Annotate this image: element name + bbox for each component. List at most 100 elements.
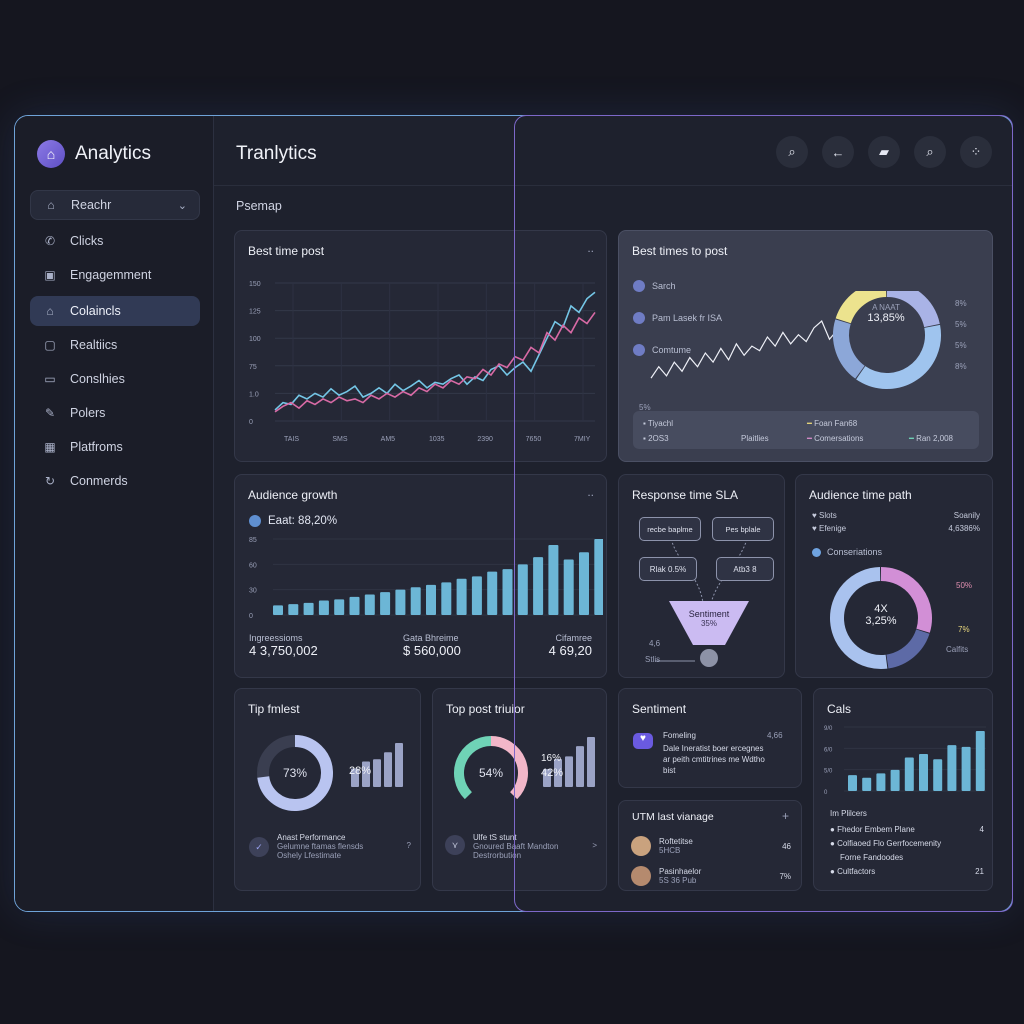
sidebar-item-colaincls[interactable]: ⌂ Colaincls <box>30 296 200 326</box>
funnel-value: 35% <box>700 619 717 628</box>
card-title: Sentiment <box>632 702 687 716</box>
stat-value: $ 560,000 <box>403 643 461 658</box>
search-button-2[interactable]: ⌕ <box>914 136 946 168</box>
apps-button[interactable]: ⁘ <box>960 136 992 168</box>
search-icon: ⌕ <box>926 144 934 159</box>
library-button[interactable]: ▰ <box>868 136 900 168</box>
donut-center-label: A NAAT <box>872 303 900 312</box>
grid-icon: ⁘ <box>970 144 982 159</box>
footer-line: Destrorbution <box>473 851 522 860</box>
cals-row[interactable]: ● Colfiaoed Flo Gerrfocemenity <box>830 837 984 851</box>
tip-fastest-card: Tip fmlest 73% 28% ✓ Anast Performance G… <box>234 688 421 891</box>
sentiment-line: Dale Ineratist boer ercegnes <box>663 744 764 753</box>
top-post-gauge <box>454 736 528 800</box>
bar <box>961 746 971 791</box>
sidebar-item-engagement[interactable]: ▣ Engagemment <box>30 260 200 290</box>
donut-center-label: 4X <box>874 603 888 615</box>
funnel-label: Sentiment <box>688 609 730 619</box>
footer-line: Oshely Lfestimate <box>277 851 342 860</box>
share-icon: ⋎ <box>445 835 465 855</box>
y-tick-label: 30 <box>249 588 257 595</box>
stat: Gata Bhreime $ 560,000 <box>403 633 461 658</box>
growth-badge-text: Eaat: 88,20% <box>268 515 338 527</box>
cals-row[interactable]: ● Fhedor Embem Plane 4 <box>830 823 984 837</box>
bar <box>565 756 573 787</box>
topbar-actions: ⌕ ← ▰ ⌕ ⁘ <box>776 136 992 168</box>
search-button[interactable]: ⌕ <box>776 136 808 168</box>
row-label-text: Colfiaoed Flo Gerrfocemenity <box>837 839 942 848</box>
bar <box>410 587 421 615</box>
utm-row[interactable]: Roftetitse 5HCB 46 <box>631 833 791 859</box>
more-icon[interactable]: .. <box>587 485 594 499</box>
bar <box>362 761 370 787</box>
sidebar-item-clicks[interactable]: ✆ Clicks <box>30 226 200 256</box>
sentiment-funnel[interactable]: Sentiment 35% <box>669 601 749 645</box>
flow-node[interactable]: Pes bplale <box>712 517 774 541</box>
flow-node[interactable]: Rlak 0.5% <box>639 557 697 581</box>
gauge-fill <box>490 736 528 800</box>
sidebar-item-conmerds[interactable]: ↻ Conmerds <box>30 466 200 496</box>
callout: Calfits <box>946 645 969 654</box>
flow-node[interactable]: Atb3 8 <box>716 557 774 581</box>
audience-growth-chart: 85 60 30 0 <box>249 537 603 620</box>
x-tick-label: TAIS <box>284 436 299 443</box>
bar <box>273 605 283 615</box>
top-post-footer[interactable]: ⋎ Ulfe tS stunt Gnoured Baaft Mandton De… <box>445 833 597 860</box>
sidebar-item-platfroms[interactable]: ▦ Platfroms <box>30 432 200 462</box>
card-title: Top post triuior <box>446 702 525 716</box>
utm-sub: 5S 36 Pub <box>659 876 697 885</box>
check-list: Sarch Pam Lasek fr ISA Comtume <box>633 275 722 361</box>
back-button[interactable]: ← <box>822 136 854 168</box>
check-item[interactable]: Sarch <box>633 275 722 297</box>
donut-slice <box>833 319 865 379</box>
utm-row[interactable]: Pasinhaelor 5S 36 Pub 7% <box>631 863 791 889</box>
reach-dropdown[interactable]: ⌂ Reachr ⌄ <box>30 190 200 220</box>
bar <box>395 743 403 787</box>
gauge-value: 54% <box>478 766 504 780</box>
row-label-text: Slots <box>818 511 837 520</box>
y-tick-label: 1.0 <box>249 391 259 398</box>
more-icon[interactable]: .. <box>587 241 594 255</box>
bar <box>587 737 595 787</box>
phone-icon: ✆ <box>44 234 56 248</box>
card-title: Best times to post <box>632 244 728 258</box>
book-icon: ▰ <box>879 144 889 159</box>
check-item[interactable]: Pam Lasek fr ISA <box>633 307 722 329</box>
series-line <box>650 319 846 379</box>
legend-label: Plaitlies <box>741 434 769 443</box>
image-icon: ▣ <box>44 268 56 282</box>
bar <box>876 773 886 791</box>
avatar <box>631 836 651 856</box>
legend-label: 2OS3 <box>648 434 669 443</box>
add-icon[interactable]: + <box>781 809 789 823</box>
footer-line: Gelumne ftamas flensds <box>277 842 364 851</box>
bars-value: 16% <box>541 753 562 764</box>
bar <box>456 578 467 615</box>
sidebar-item-label: Conmerds <box>70 474 128 488</box>
legend-value: 5% <box>955 341 967 350</box>
bar <box>395 589 406 615</box>
sidebar-item-conslhies[interactable]: ▭ Conslhies <box>30 364 200 394</box>
footer-line: Anast Performance <box>277 833 346 842</box>
y-tick-label: 9/0 <box>824 726 833 732</box>
gauge-fill <box>454 736 492 800</box>
chart-legend: ▪ Tiyachl ▪ 2OS3 Plaitlies ━ Foan Fan68 … <box>633 411 979 449</box>
check-item-label: Comtume <box>652 345 692 355</box>
time-path-row: ♥ Efenige 4,6386% <box>812 524 980 537</box>
cals-row[interactable]: ● Cultfactors 21 <box>830 865 984 879</box>
bar <box>919 753 928 791</box>
legend-label: Foan Fan68 <box>814 419 858 428</box>
cals-row[interactable]: Forne Fandoodes <box>830 851 984 865</box>
search-icon: ⌕ <box>788 144 796 159</box>
check-item[interactable]: Comtume <box>633 339 722 361</box>
sidebar-item-realtiics[interactable]: ▢ Realtiics <box>30 330 200 360</box>
brand[interactable]: ⌂ Analytics <box>37 140 151 168</box>
best-time-post-card: Best time post .. 150 125 100 75 1.0 0 TAIS SMS… <box>234 230 607 462</box>
tip-footer[interactable]: ✓ Anast Performance Gelumne ftamas flens… <box>249 833 411 860</box>
sidebar-item-polers[interactable]: ✎ Polers <box>30 398 200 428</box>
grid-icon: ▦ <box>44 440 56 454</box>
flow-node[interactable]: recbe baplme <box>639 517 701 541</box>
bar <box>933 759 943 791</box>
sentiment-text: Dale Ineratist boer ercegnes ar peith cm… <box>663 743 765 776</box>
row-value: 4,6386% <box>948 524 980 533</box>
